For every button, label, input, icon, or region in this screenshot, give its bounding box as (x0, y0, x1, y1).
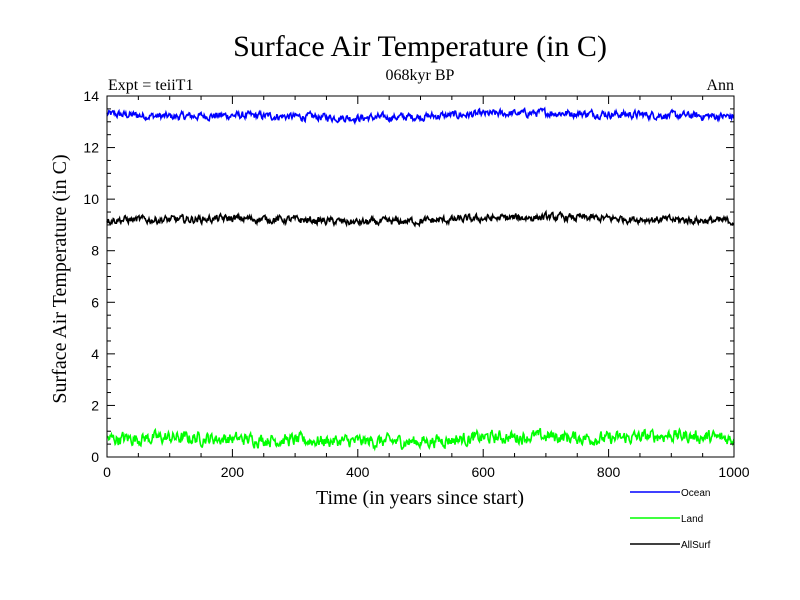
y-tick-label: 12 (83, 140, 99, 156)
y-tick-label: 14 (83, 88, 99, 104)
legend-label-allsurf: AllSurf (681, 540, 711, 551)
y-tick-label: 10 (83, 191, 99, 207)
season-label: Ann (706, 77, 734, 94)
x-tick-label: 1000 (718, 464, 749, 480)
chart-title: Surface Air Temperature (in C) (233, 30, 607, 63)
series-lines (106, 106, 735, 452)
axes: 0 2 4 6 8 10 12 14 0 200 400 600 800 1000 (83, 88, 749, 480)
y-axis-label: Surface Air Temperature (in C) (49, 154, 71, 403)
chart-subtitle: 068kyr BP (386, 67, 455, 84)
legend-label-land: Land (681, 514, 703, 525)
x-tick-label: 200 (221, 464, 245, 480)
series-line-allsurf (106, 209, 735, 228)
x-tick-label: 0 (103, 464, 111, 480)
x-tick-label: 800 (597, 464, 621, 480)
series-line-land (106, 427, 735, 452)
x-axis-label: Time (in years since start) (316, 487, 524, 509)
y-tick-label: 0 (91, 449, 99, 465)
legend: Ocean Land AllSurf (630, 488, 711, 551)
y-tick-label: 8 (91, 243, 99, 259)
plot-frame (106, 95, 735, 458)
y-tick-label: 4 (91, 346, 99, 362)
y-tick-label: 2 (91, 397, 99, 413)
x-tick-label: 600 (472, 464, 496, 480)
series-line-ocean (106, 106, 735, 126)
experiment-label: Expt = teiiT1 (108, 77, 193, 94)
y-tick-label: 6 (91, 294, 99, 310)
x-tick-label: 400 (346, 464, 370, 480)
legend-label-ocean: Ocean (681, 488, 710, 499)
